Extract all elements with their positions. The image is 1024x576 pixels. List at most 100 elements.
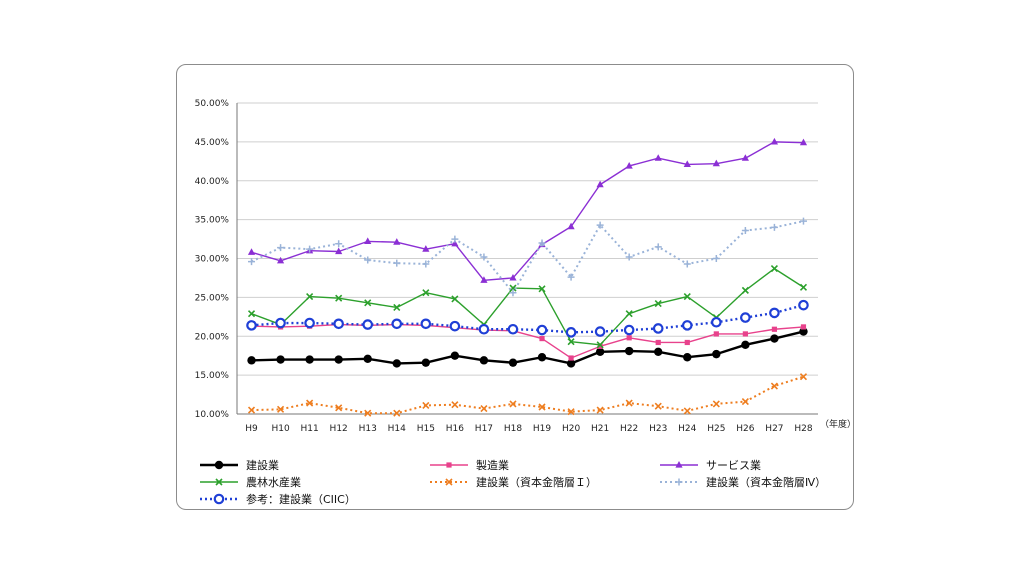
data-point-3 xyxy=(799,283,808,291)
legend-label: 建設業 xyxy=(246,458,279,472)
data-point-1 xyxy=(800,324,807,330)
legend-marker-1 xyxy=(446,462,452,468)
data-point-5 xyxy=(596,221,604,229)
data-point-2 xyxy=(509,273,517,281)
legend-marker-3 xyxy=(215,478,223,486)
series-line-5 xyxy=(251,220,804,294)
data-point-0 xyxy=(566,359,576,368)
data-point-1 xyxy=(597,343,603,349)
data-point-4 xyxy=(567,408,575,416)
x-tick-label: H24 xyxy=(678,424,696,434)
data-point-6 xyxy=(333,318,344,330)
data-point-4 xyxy=(393,409,401,417)
x-tick-label: H12 xyxy=(330,424,348,434)
data-point-3 xyxy=(306,293,314,301)
data-point-0 xyxy=(741,340,750,350)
y-tick-label: 45.00% xyxy=(195,138,230,148)
data-point-1 xyxy=(684,339,690,346)
data-point-6 xyxy=(536,324,548,336)
data-point-2 xyxy=(276,256,285,264)
legend-marker-4 xyxy=(445,478,453,486)
x-tick-label: H26 xyxy=(736,424,754,434)
data-point-4 xyxy=(654,402,662,410)
data-point-0 xyxy=(508,358,518,367)
data-point-2 xyxy=(741,154,749,161)
data-point-5 xyxy=(538,239,546,247)
series-line-0 xyxy=(251,330,804,365)
data-point-6 xyxy=(594,326,606,337)
data-point-3 xyxy=(654,300,662,308)
series-line-4 xyxy=(251,375,804,415)
data-point-3 xyxy=(538,285,546,293)
y-tick-label: 50.00% xyxy=(195,99,230,109)
data-point-1 xyxy=(539,335,545,342)
data-point-2 xyxy=(422,245,430,252)
data-point-0 xyxy=(334,355,343,364)
data-point-1 xyxy=(742,331,748,337)
data-point-4 xyxy=(538,403,546,411)
legend-label: 建設業（資本金階層Ｉ） xyxy=(476,475,597,489)
data-point-0 xyxy=(537,353,547,362)
data-point-3 xyxy=(364,299,372,307)
series-line-2 xyxy=(251,141,804,281)
data-point-2 xyxy=(567,222,575,230)
data-point-5 xyxy=(480,253,488,261)
data-point-4 xyxy=(741,397,749,406)
data-point-6 xyxy=(246,320,257,331)
legend-label: 参考：建設業（CIIC） xyxy=(246,492,356,506)
data-point-6 xyxy=(711,316,722,328)
data-point-0 xyxy=(595,347,605,356)
data-point-5 xyxy=(306,245,314,253)
data-point-6 xyxy=(681,320,693,331)
x-tick-label: H13 xyxy=(359,424,377,434)
data-point-2 xyxy=(625,161,633,169)
x-unit-label: （年度） xyxy=(820,418,856,430)
data-point-5 xyxy=(741,227,749,235)
data-point-5 xyxy=(335,240,343,248)
x-tick-label: H27 xyxy=(765,424,783,434)
y-tick-label: 40.00% xyxy=(195,177,230,187)
data-point-2 xyxy=(247,248,256,255)
data-point-3 xyxy=(247,310,256,318)
data-point-1 xyxy=(655,339,661,346)
data-point-3 xyxy=(770,265,778,273)
data-point-6 xyxy=(449,320,461,332)
x-tick-label: H28 xyxy=(794,424,812,434)
data-point-3 xyxy=(683,293,691,301)
data-point-4 xyxy=(335,404,343,412)
x-tick-label: H14 xyxy=(388,424,406,434)
data-point-5 xyxy=(567,273,575,281)
data-point-1 xyxy=(771,326,778,332)
data-point-5 xyxy=(509,289,517,297)
data-point-5 xyxy=(451,235,459,243)
series-line-6 xyxy=(251,303,804,334)
data-point-0 xyxy=(654,347,663,356)
legend-marker-5 xyxy=(675,478,683,486)
data-point-6 xyxy=(420,318,432,330)
data-point-5 xyxy=(625,253,633,261)
legend-label: 建設業（資本金階層Ⅳ） xyxy=(706,475,826,489)
y-tick-label: 20.00% xyxy=(195,332,230,342)
data-point-3 xyxy=(393,303,401,312)
data-point-3 xyxy=(509,284,517,292)
data-point-3 xyxy=(567,338,575,346)
data-point-6 xyxy=(740,312,751,323)
data-point-4 xyxy=(683,407,691,415)
data-point-5 xyxy=(364,256,372,264)
data-point-6 xyxy=(304,317,315,329)
data-point-3 xyxy=(422,289,430,297)
data-point-4 xyxy=(451,401,459,409)
data-point-0 xyxy=(450,351,460,360)
legend-label: サービス業 xyxy=(706,459,761,472)
legend-marker-2 xyxy=(675,461,683,468)
legend-label: 製造業 xyxy=(476,458,509,472)
data-point-6 xyxy=(391,318,403,330)
data-point-0 xyxy=(421,358,431,367)
data-point-6 xyxy=(798,299,809,311)
data-point-0 xyxy=(770,334,779,343)
data-point-4 xyxy=(422,401,430,410)
data-point-2 xyxy=(683,160,691,168)
x-tick-label: H10 xyxy=(271,424,289,434)
data-point-2 xyxy=(451,239,459,247)
data-point-2 xyxy=(712,159,720,167)
